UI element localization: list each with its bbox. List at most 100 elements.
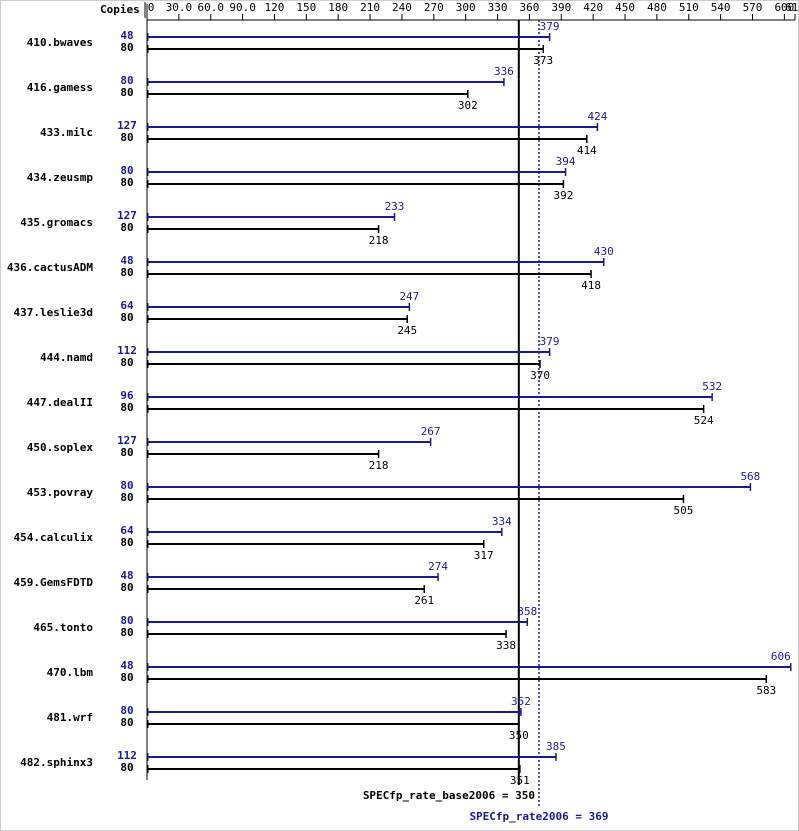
value-label: 418 — [581, 279, 601, 292]
x-tick-label: 510 — [679, 1, 699, 14]
value-label: 394 — [556, 155, 576, 168]
x-tick-label: 0 — [148, 1, 155, 14]
benchmark-label: 436.cactusADM — [7, 261, 93, 274]
copies-label: 80 — [120, 266, 133, 279]
copies-label: 64 — [120, 299, 134, 312]
copies-label: 80 — [120, 626, 133, 639]
value-label: 247 — [399, 290, 419, 303]
value-label: 430 — [594, 245, 614, 258]
copies-label: 80 — [120, 164, 133, 177]
value-label: 233 — [385, 200, 405, 213]
value-label: 373 — [533, 54, 553, 67]
x-tick-label: 540 — [711, 1, 731, 14]
copies-label: 80 — [120, 761, 133, 774]
copies-label: 80 — [120, 716, 133, 729]
copies-label: 112 — [117, 749, 137, 762]
x-tick-label: 180 — [328, 1, 348, 14]
value-label: 379 — [540, 20, 560, 33]
x-tick-label: 600 — [774, 1, 794, 14]
value-label: 568 — [740, 470, 760, 483]
benchmark-label: 433.milc — [40, 126, 93, 139]
copies-label: 80 — [120, 41, 133, 54]
value-label: 358 — [517, 605, 537, 618]
benchmark-label: 453.povray — [27, 486, 94, 499]
x-tick-label: 60.0 — [197, 1, 224, 14]
copies-label: 48 — [120, 29, 133, 42]
copies-label: 80 — [120, 479, 133, 492]
benchmark-label: 437.leslie3d — [14, 306, 93, 319]
value-label: 302 — [458, 99, 478, 112]
copies-label: 80 — [120, 704, 133, 717]
x-tick-label: 360 — [519, 1, 539, 14]
x-tick-label: 30.0 — [166, 1, 193, 14]
benchmark-label: 416.gamess — [27, 81, 93, 94]
x-tick-label: 390 — [551, 1, 571, 14]
copies-label: 48 — [120, 254, 133, 267]
copies-label: 80 — [120, 221, 133, 234]
copies-label: 64 — [120, 524, 134, 537]
value-label: 218 — [369, 234, 389, 247]
reference-label: SPECfp_rate_base2006 = 350 — [363, 789, 535, 802]
value-label: 336 — [494, 65, 514, 78]
copies-label: 48 — [120, 569, 133, 582]
value-label: 317 — [474, 549, 494, 562]
benchmark-label: 481.wrf — [47, 711, 93, 724]
benchmark-label: 447.dealII — [27, 396, 93, 409]
copies-label: 80 — [120, 581, 133, 594]
copies-label: 80 — [120, 131, 133, 144]
value-label: 606 — [771, 650, 791, 663]
value-label: 414 — [577, 144, 597, 157]
copies-label: 80 — [120, 446, 133, 459]
value-label: 385 — [546, 740, 566, 753]
copies-label: 80 — [120, 86, 133, 99]
value-label: 379 — [540, 335, 560, 348]
benchmark-label: 470.lbm — [47, 666, 94, 679]
copies-label: 80 — [120, 176, 133, 189]
benchmark-label: 454.calculix — [14, 531, 94, 544]
copies-label: 80 — [120, 491, 133, 504]
copies-label: 80 — [120, 74, 133, 87]
x-tick-label: 610 — [785, 1, 799, 14]
copies-label: 80 — [120, 536, 133, 549]
x-tick-label: 240 — [392, 1, 412, 14]
value-label: 505 — [674, 504, 694, 517]
benchmark-label: 482.sphinx3 — [20, 756, 93, 769]
x-tick-label: 120 — [265, 1, 285, 14]
x-tick-label: 450 — [615, 1, 635, 14]
x-tick-label: 150 — [296, 1, 316, 14]
copies-label: 112 — [117, 344, 137, 357]
value-label: 370 — [530, 369, 550, 382]
value-label: 267 — [421, 425, 441, 438]
value-label: 392 — [553, 189, 573, 202]
value-label: 350 — [509, 729, 529, 742]
benchmark-label: 465.tonto — [33, 621, 93, 634]
value-label: 338 — [496, 639, 516, 652]
copies-label: 80 — [120, 311, 133, 324]
value-label: 334 — [492, 515, 512, 528]
copies-label: 96 — [120, 389, 134, 402]
copies-header: Copies — [100, 3, 140, 16]
copies-label: 127 — [117, 209, 137, 222]
benchmark-label: 444.namd — [40, 351, 93, 364]
x-tick-label: 330 — [488, 1, 508, 14]
x-tick-label: 480 — [647, 1, 667, 14]
value-label: 274 — [428, 560, 448, 573]
x-tick-label: 210 — [360, 1, 380, 14]
value-label: 351 — [510, 774, 530, 787]
value-label: 524 — [694, 414, 714, 427]
reference-label: SPECfp_rate2006 = 369 — [469, 810, 608, 823]
copies-label: 48 — [120, 659, 133, 672]
copies-label: 80 — [120, 671, 133, 684]
benchmark-label: 459.GemsFDTD — [14, 576, 94, 589]
x-tick-label: 270 — [424, 1, 444, 14]
copies-label: 80 — [120, 614, 133, 627]
copies-label: 80 — [120, 401, 133, 414]
value-label: 532 — [702, 380, 722, 393]
value-label: 245 — [397, 324, 417, 337]
x-tick-label: 570 — [743, 1, 763, 14]
benchmark-label: 435.gromacs — [20, 216, 93, 229]
value-label: 352 — [511, 695, 531, 708]
value-label: 583 — [756, 684, 776, 697]
x-tick-label: 420 — [583, 1, 603, 14]
